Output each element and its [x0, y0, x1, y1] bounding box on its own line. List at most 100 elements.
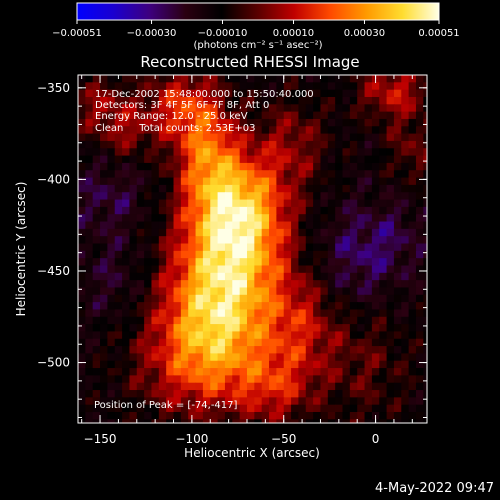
x-tick-label: −100	[175, 432, 208, 446]
heatmap-cell	[158, 96, 167, 105]
heatmap-cell	[349, 126, 358, 135]
annotation-energy-range: Energy Range: 12.0 - 25.0 keV	[95, 111, 248, 122]
heatmap-cell	[173, 118, 182, 127]
heatmap-cell	[107, 265, 116, 274]
heatmap-cell	[313, 75, 322, 83]
heatmap-cell	[107, 162, 116, 171]
heatmap-cell	[357, 265, 366, 274]
heatmap-cell	[415, 214, 424, 223]
heatmap-cell	[114, 324, 123, 333]
heatmap-cell	[173, 162, 182, 171]
heatmap-cell	[393, 368, 402, 376]
heatmap-cell	[283, 287, 292, 296]
heatmap-cell	[298, 316, 307, 325]
heatmap-cell	[122, 170, 131, 179]
heatmap-cell	[210, 280, 219, 289]
heatmap-cell	[100, 148, 108, 157]
heatmap-cell	[283, 331, 292, 340]
heatmap-cell	[349, 419, 358, 423]
heatmap-cell	[114, 89, 123, 98]
heatmap-cell	[136, 184, 145, 193]
heatmap-cell	[298, 360, 307, 369]
heatmap-cell	[166, 162, 175, 171]
heatmap-cell	[217, 177, 226, 186]
heatmap-cell	[195, 280, 204, 289]
heatmap-cell	[173, 382, 182, 391]
heatmap-cell	[144, 111, 153, 120]
heatmap-cell	[202, 96, 211, 105]
heatmap-cell	[122, 258, 131, 267]
heatmap-cell	[173, 82, 182, 91]
heatmap-cell	[371, 404, 380, 413]
heatmap-cell	[232, 265, 241, 274]
heatmap-cell	[224, 368, 233, 376]
heatmap-cell	[379, 192, 388, 201]
heatmap-cell	[423, 104, 427, 113]
heatmap-cell	[371, 360, 380, 369]
heatmap-cell	[379, 272, 388, 281]
heatmap-cell	[144, 280, 153, 289]
heatmap-cell	[291, 324, 300, 333]
heatmap-cell	[188, 243, 197, 252]
heatmap-cell	[423, 375, 427, 384]
heatmap-cell	[107, 104, 116, 113]
heatmap-cell	[269, 228, 277, 237]
heatmap-cell	[180, 250, 189, 259]
heatmap-cell	[246, 280, 255, 289]
heatmap-cell	[254, 221, 263, 230]
heatmap-cell	[401, 192, 410, 201]
heatmap-cell	[195, 331, 204, 340]
heatmap-cell	[320, 192, 329, 201]
heatmap-cell	[379, 331, 388, 340]
heatmap-cell	[151, 170, 160, 179]
heatmap-cell	[364, 126, 373, 135]
heatmap-cell	[92, 346, 101, 354]
heatmap-cell	[173, 390, 182, 398]
heatmap-cell	[401, 133, 410, 142]
heatmap-cell	[386, 368, 395, 376]
heatmap-cell	[305, 368, 314, 376]
heatmap-cell	[78, 353, 86, 362]
heatmap-cell	[180, 184, 189, 193]
heatmap-cell	[313, 89, 322, 98]
heatmap-cell	[210, 346, 219, 354]
heatmap-cell	[239, 316, 248, 325]
heatmap-cell	[217, 250, 226, 259]
heatmap-cell	[246, 316, 255, 325]
heatmap-cell	[342, 75, 351, 83]
heatmap-cell	[217, 397, 226, 406]
heatmap-cell	[364, 243, 373, 252]
heatmap-cell	[85, 404, 94, 413]
heatmap-cell	[305, 280, 314, 289]
heatmap-cell	[239, 309, 248, 318]
heatmap-cell	[313, 82, 322, 91]
heatmap-cell	[151, 280, 160, 289]
heatmap-cell	[298, 382, 307, 391]
heatmap-cell	[188, 338, 197, 347]
heatmap-cell	[423, 309, 427, 318]
heatmap-cell	[195, 243, 204, 252]
heatmap-cell	[364, 184, 373, 193]
heatmap-cell	[202, 338, 211, 347]
heatmap-cell	[379, 243, 388, 252]
heatmap-cell	[357, 133, 366, 142]
heatmap-cell	[276, 360, 285, 369]
heatmap-cell	[283, 75, 292, 83]
heatmap-cell	[129, 148, 138, 157]
heatmap-cell	[261, 206, 270, 215]
heatmap-cell	[202, 118, 211, 127]
heatmap-cell	[320, 419, 329, 423]
heatmap-cell	[217, 375, 226, 384]
heatmap-cell	[129, 111, 138, 120]
heatmap-cell	[92, 228, 101, 237]
heatmap-cell	[224, 118, 233, 127]
heatmap-cell	[349, 331, 358, 340]
heatmap-cell	[136, 368, 145, 376]
heatmap-cell	[180, 353, 189, 362]
heatmap-cell	[415, 170, 424, 179]
heatmap-cell	[371, 89, 380, 98]
heatmap-cell	[136, 206, 145, 215]
heatmap-cell	[320, 96, 329, 105]
heatmap-cell	[423, 272, 427, 281]
heatmap-cell	[276, 302, 285, 311]
